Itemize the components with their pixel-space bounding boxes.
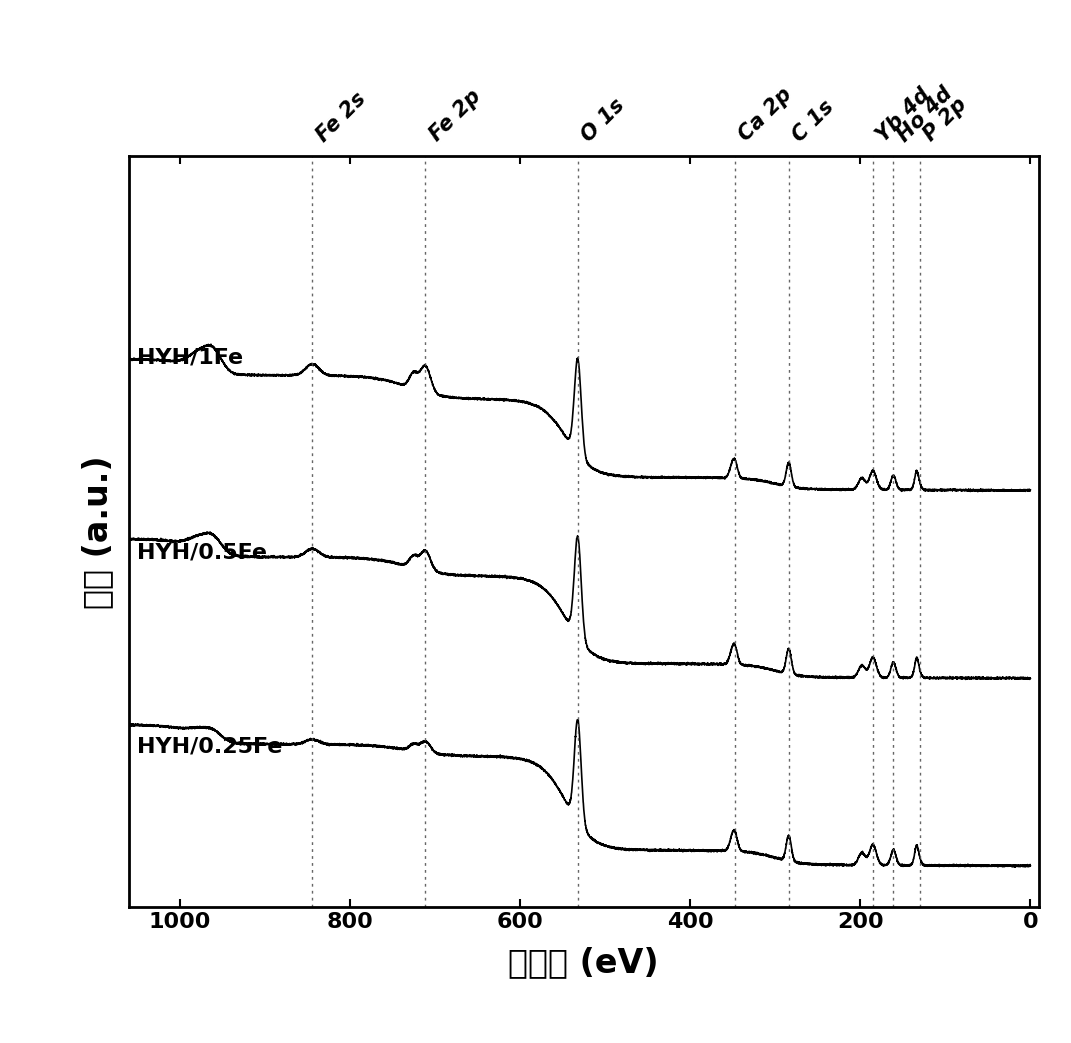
- Text: Fe 2s: Fe 2s: [313, 89, 369, 145]
- Text: O 1s: O 1s: [577, 95, 629, 145]
- Text: Yb 4d: Yb 4d: [873, 83, 934, 145]
- Text: Ho 4d: Ho 4d: [893, 82, 956, 145]
- X-axis label: 结合能 (eV): 结合能 (eV): [509, 946, 659, 979]
- Text: Fe 2p: Fe 2p: [425, 87, 484, 145]
- Text: HYH/0.5Fe: HYH/0.5Fe: [137, 542, 267, 562]
- Text: Ca 2p: Ca 2p: [735, 84, 796, 145]
- Text: P 2p: P 2p: [920, 95, 970, 145]
- Text: HYH/1Fe: HYH/1Fe: [137, 347, 243, 367]
- Y-axis label: 强度 (a.u.): 强度 (a.u.): [81, 455, 115, 609]
- Text: C 1s: C 1s: [788, 96, 838, 145]
- Text: HYH/0.25Fe: HYH/0.25Fe: [137, 736, 283, 756]
